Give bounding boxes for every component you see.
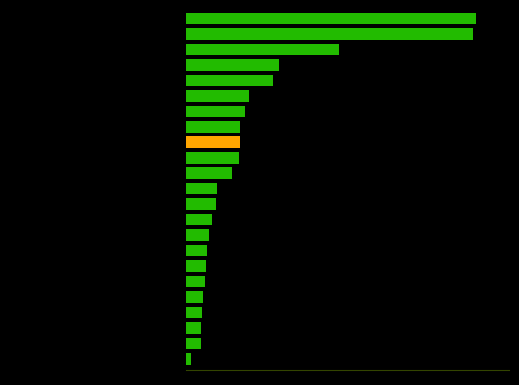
Bar — [186, 105, 244, 117]
Bar — [186, 306, 201, 318]
Bar — [186, 245, 207, 256]
Bar — [186, 353, 191, 365]
Bar — [186, 338, 201, 349]
Bar — [186, 152, 239, 164]
Bar — [186, 198, 216, 210]
Bar — [186, 276, 205, 287]
Bar — [186, 229, 210, 241]
Bar — [186, 90, 249, 102]
Bar — [186, 59, 279, 71]
Bar — [186, 260, 206, 272]
Bar — [186, 13, 476, 24]
Bar — [186, 291, 203, 303]
Bar — [186, 121, 240, 132]
Bar — [186, 322, 201, 334]
Bar — [186, 44, 339, 55]
Bar — [186, 167, 231, 179]
Bar — [186, 214, 212, 225]
Bar — [186, 75, 274, 86]
Bar — [186, 28, 473, 40]
Bar — [186, 183, 217, 194]
Bar — [186, 136, 240, 148]
